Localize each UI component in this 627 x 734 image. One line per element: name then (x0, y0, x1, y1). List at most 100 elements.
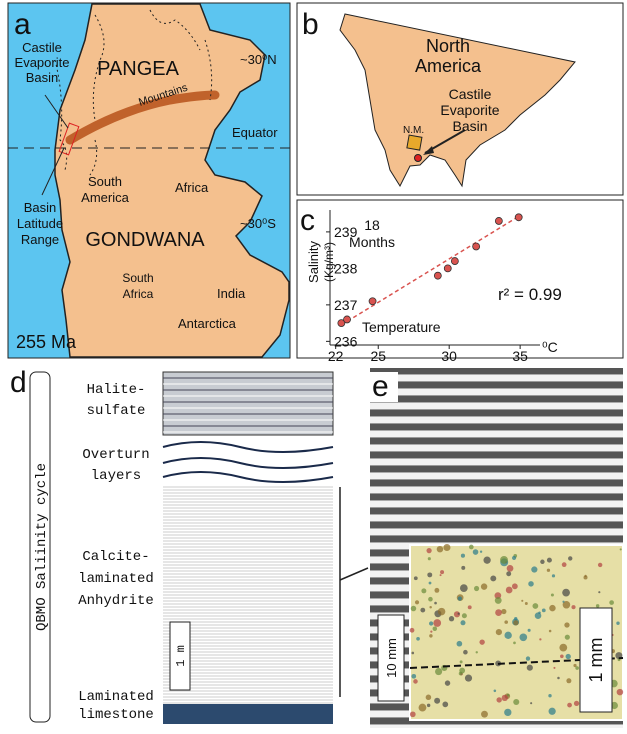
grain (512, 556, 516, 560)
grain (565, 635, 570, 640)
panel-letter: b (302, 8, 319, 41)
panel-a: a Castile Evaporite Basin PANGEA Mountai… (8, 3, 290, 358)
label: Range (21, 232, 59, 247)
grain (504, 620, 508, 624)
grain (415, 600, 419, 604)
grain (419, 704, 427, 712)
label: PANGEA (97, 58, 180, 80)
grain (557, 677, 560, 680)
grain (434, 588, 439, 593)
grain (513, 699, 519, 705)
x-tick-label: 35 (512, 348, 528, 364)
x-tick-label: 30 (441, 348, 457, 364)
grain (460, 660, 463, 663)
grain (481, 583, 487, 589)
scale-label: 1 m (174, 645, 188, 667)
point (434, 272, 441, 279)
grain (525, 602, 528, 605)
unit-label: limestone (78, 707, 154, 723)
grain (449, 616, 454, 621)
unit-label: Anhydrite (78, 593, 154, 609)
grain (521, 600, 523, 602)
grain (598, 591, 600, 593)
grain (479, 639, 484, 644)
grain (421, 588, 426, 593)
grain (513, 642, 516, 645)
label: Basin (24, 200, 57, 215)
grain (443, 544, 450, 551)
grain (562, 601, 564, 603)
x-tick-label: 22 (328, 348, 344, 364)
label: Evaporite (15, 55, 70, 70)
panel-letter: c (300, 204, 315, 237)
panel-letter: a (14, 8, 31, 41)
grain (506, 587, 513, 594)
grain (427, 704, 430, 707)
grain (494, 690, 497, 693)
grain (433, 619, 441, 627)
limestone-layer (163, 704, 333, 724)
grain (542, 608, 546, 612)
grain (442, 702, 448, 708)
panel-letter: d (10, 366, 27, 399)
panel-e: 10 mm 1 mm e (368, 368, 623, 728)
grain (549, 630, 552, 633)
grain (500, 556, 508, 564)
label: Africa (123, 287, 154, 301)
grain (463, 650, 468, 655)
unit-label: layers (91, 468, 141, 484)
y-tick-label: 238 (334, 260, 358, 276)
label: ~30⁰N (240, 52, 277, 67)
grain (547, 569, 550, 572)
grain (460, 584, 468, 592)
grain (435, 668, 442, 675)
grain (495, 609, 502, 616)
label: America (81, 190, 129, 205)
grain (426, 695, 432, 701)
grain (433, 626, 437, 630)
grain (458, 613, 460, 615)
grain (553, 667, 555, 669)
grain (411, 606, 417, 612)
grain (571, 605, 575, 609)
x-label: Temperature (362, 319, 441, 335)
label: America (415, 56, 482, 76)
grain (411, 652, 414, 655)
x-unit: ⁰C (542, 339, 558, 355)
point (344, 316, 351, 323)
label: Castile (22, 40, 62, 55)
grain (564, 622, 569, 627)
figure: a Castile Evaporite Basin PANGEA Mountai… (0, 0, 627, 729)
point (515, 214, 522, 221)
y-tick-label: 236 (334, 333, 358, 349)
nm-box (407, 135, 422, 150)
y-label: Salinity (306, 241, 321, 283)
grain (437, 546, 443, 552)
grain (416, 637, 420, 641)
grain (473, 549, 479, 555)
grain (461, 566, 465, 570)
grain (496, 629, 502, 635)
point (444, 265, 451, 272)
scale-label: 10 mm (384, 638, 399, 678)
x-tick-label: 25 (370, 348, 386, 364)
grain (413, 679, 418, 684)
grain (504, 709, 511, 716)
grain (566, 678, 571, 683)
grain (552, 574, 555, 577)
grain (506, 571, 511, 576)
grain (573, 664, 576, 667)
grain (428, 597, 433, 602)
point (495, 217, 502, 224)
grain (549, 605, 555, 611)
grain (507, 694, 510, 697)
grain (458, 596, 462, 600)
grain (420, 608, 425, 613)
grain (459, 668, 465, 674)
grain (620, 548, 622, 550)
unit-label: Halite- (87, 382, 146, 398)
cycle-label: QBMO Saliinity cycle (34, 463, 50, 631)
label: ~30⁰S (240, 216, 276, 231)
y-tick-label: 237 (334, 297, 358, 313)
grain (427, 572, 432, 577)
